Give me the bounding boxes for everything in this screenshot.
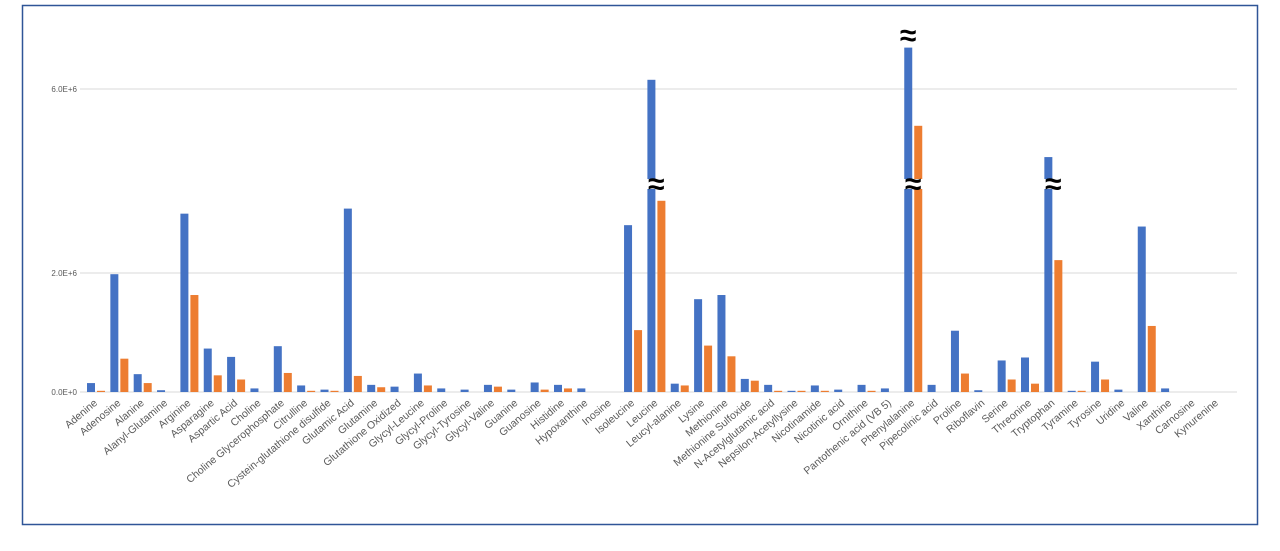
bar-series1-glutamic-acid bbox=[343, 208, 352, 392]
bar-series1-methionine-sulfoxide bbox=[740, 378, 749, 392]
bar-series1-nicotinic-acid bbox=[834, 389, 843, 392]
bar-series2-methionine-sulfoxide bbox=[750, 380, 759, 392]
bar-series2-citrulline bbox=[307, 390, 316, 392]
bar-series1-glutathione-oxidized bbox=[390, 386, 399, 392]
bar-series1-histidine bbox=[554, 384, 562, 392]
bar-series2-aspartic-acid bbox=[237, 379, 246, 392]
bar-series2-guanosine bbox=[540, 389, 549, 392]
axis-break-gap bbox=[1043, 179, 1064, 189]
bar-series1-aspartic-acid bbox=[227, 356, 236, 392]
bar-series2-lysine bbox=[704, 345, 713, 392]
bar-series2-asparagine bbox=[213, 375, 222, 392]
bar-series2-leucyl-alanine bbox=[680, 385, 689, 392]
bar-series1-ornithine bbox=[857, 384, 866, 392]
bar-series1-alanyl-glutamine bbox=[157, 390, 166, 392]
bar-series1-nicotinamide bbox=[810, 385, 819, 392]
bar-series2-ornithine bbox=[867, 390, 876, 392]
bar-series2-isoleucine bbox=[634, 330, 643, 392]
bar-series2-phenylalanine bbox=[914, 125, 923, 393]
bar-series1-pipecolinic-acid bbox=[927, 384, 936, 392]
bar-series1-adenosine bbox=[110, 274, 119, 392]
bar-series1-proline bbox=[950, 330, 959, 392]
bar-series2-threonine bbox=[1031, 383, 1039, 392]
bar-series1-alanine bbox=[133, 374, 142, 392]
chart-frame bbox=[21, 4, 1259, 526]
bar-series2-tyramine bbox=[1077, 390, 1086, 392]
bar-series1-serine bbox=[997, 360, 1006, 392]
bar-series2-serine bbox=[1007, 379, 1016, 392]
bar-series1-glycyl-valine bbox=[483, 384, 492, 392]
bar-series1-isoleucine bbox=[624, 225, 633, 392]
axis-break-marker: ≈ bbox=[900, 20, 916, 53]
bar-series2-arginine bbox=[190, 295, 199, 392]
bar-series1-glycyl-tyrosine bbox=[460, 389, 469, 392]
bar-series1-leucine bbox=[647, 79, 656, 393]
bar-series1-phenylalanine bbox=[904, 47, 913, 392]
y-tick-label: 0.0E+0 bbox=[51, 388, 77, 397]
bar-series2-glutamic-acid bbox=[353, 375, 362, 392]
bar-series1-valine bbox=[1137, 226, 1146, 392]
bar-series1-tryptophan bbox=[1044, 157, 1053, 392]
axis-break-marker: ≈ bbox=[1045, 168, 1061, 201]
bar-series1-glutamine bbox=[367, 384, 376, 392]
axis-break-gap bbox=[903, 179, 924, 189]
bar-series2-alanine bbox=[143, 383, 152, 392]
bar-series1-pantothenic-acid-vb-5- bbox=[880, 388, 889, 392]
bar-series1-guanosine bbox=[530, 382, 539, 392]
bar-series2-n-acetylglutamic-acid bbox=[774, 390, 783, 392]
bar-series1-citrulline bbox=[297, 385, 306, 392]
axis-break-marker: ≈ bbox=[905, 168, 921, 201]
bar-series1-glycyl-proline bbox=[437, 388, 446, 392]
bar-series1-tyrosine bbox=[1091, 361, 1100, 392]
bar-series1-riboflavin bbox=[974, 390, 983, 392]
bar-series2-tryptophan bbox=[1054, 260, 1063, 392]
bar-series1-uridine bbox=[1114, 389, 1123, 392]
bar-series2-adenine bbox=[97, 390, 105, 392]
bar-series1-choline-glycerophosphate bbox=[273, 346, 282, 392]
y-tick-label: 2.0E+6 bbox=[51, 269, 77, 278]
bar-series1-arginine bbox=[180, 213, 189, 392]
bar-series1-tyramine bbox=[1067, 390, 1076, 392]
axis-break-gap bbox=[646, 179, 667, 189]
bar-series2-choline-glycerophosphate bbox=[283, 372, 292, 392]
bar-series2-cystein-glutathione-disulfide bbox=[330, 390, 339, 392]
bar-series1-n-acetylglutamic-acid bbox=[764, 384, 773, 392]
bar-series2-glutamine bbox=[377, 387, 386, 392]
bar-series1-asparagine bbox=[203, 348, 212, 392]
bar-series1-xanthine bbox=[1161, 388, 1170, 392]
bar-series2-methionine bbox=[727, 356, 736, 392]
bar-series1-threonine bbox=[1021, 357, 1029, 392]
bar-series1-methionine bbox=[717, 295, 726, 392]
y-tick-label: 6.0E+6 bbox=[51, 85, 77, 94]
bar-series2-adenosine bbox=[120, 358, 129, 392]
bar-series1-adenine bbox=[87, 383, 95, 392]
bar-series1-guanine bbox=[507, 389, 516, 392]
bar-series1-leucyl-alanine bbox=[670, 383, 679, 392]
bar-series2-histidine bbox=[564, 388, 572, 392]
bar-series2-proline bbox=[960, 373, 969, 392]
bar-series1-glycyl-leucine bbox=[413, 373, 422, 392]
bar-series1-choline bbox=[250, 388, 259, 392]
bar-series2-nepsilon-acetyllysine bbox=[797, 390, 806, 392]
bar-series2-valine bbox=[1147, 325, 1156, 392]
bar-series2-tyrosine bbox=[1101, 379, 1110, 392]
bar-series2-glycyl-leucine bbox=[423, 385, 432, 392]
bar-series1-cystein-glutathione-disulfide bbox=[320, 389, 329, 392]
axis-break-marker: ≈ bbox=[648, 168, 664, 201]
bar-series1-lysine bbox=[694, 299, 703, 392]
bar-series2-glycyl-valine bbox=[493, 386, 502, 392]
bar-series2-nicotinamide bbox=[820, 390, 829, 392]
bar-series2-leucine bbox=[657, 200, 666, 392]
bar-series1-hypoxanthine bbox=[577, 388, 586, 392]
bar-series1-nepsilon-acetyllysine bbox=[787, 390, 796, 392]
